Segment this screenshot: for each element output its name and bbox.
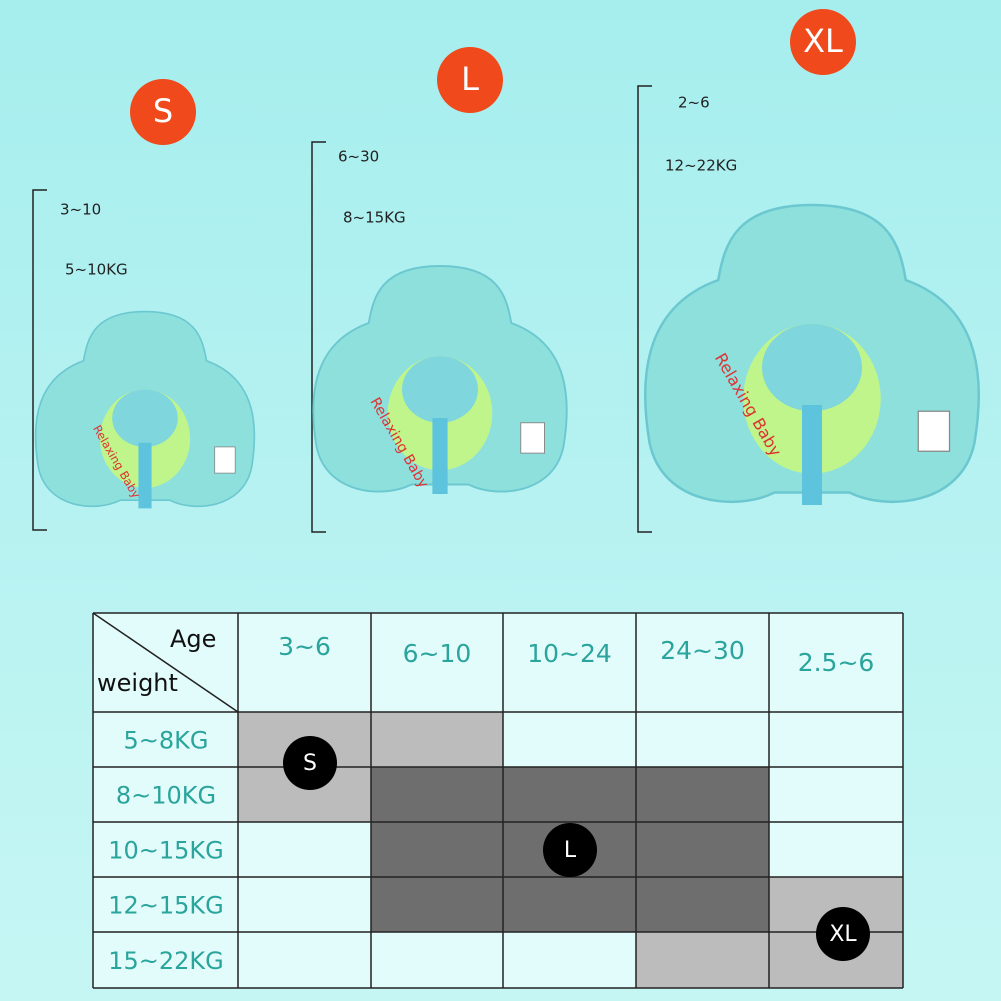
row-header: 12~15KG xyxy=(108,892,224,920)
float-image: Relaxing Baby xyxy=(312,265,568,495)
cell-shade xyxy=(503,877,636,932)
float-image: Relaxing Baby xyxy=(643,203,981,507)
age-range: 2~6 xyxy=(678,94,710,112)
cell-shade xyxy=(636,822,769,877)
column-header: 10~24 xyxy=(527,639,612,668)
cell-shade xyxy=(636,767,769,822)
weight-range: 12~22KG xyxy=(665,157,737,175)
size-label: L xyxy=(461,60,479,98)
cell-shade xyxy=(371,822,503,877)
size-badge xyxy=(790,9,856,75)
size-marker-label: L xyxy=(564,838,577,863)
cell-shade xyxy=(371,877,503,932)
size-marker-label: S xyxy=(303,751,317,776)
bracket xyxy=(32,189,47,531)
cell-shade xyxy=(371,712,503,767)
column-header: 24~30 xyxy=(660,636,745,665)
row-header: 8~10KG xyxy=(116,782,216,810)
size-marker xyxy=(283,736,337,790)
row-header: 5~8KG xyxy=(124,727,209,755)
corner-diagonal xyxy=(92,612,239,713)
column-header: 6~10 xyxy=(403,639,472,668)
size-table: Age weight 3~6 6~10 10~24 24~30 2.5~6 5~8KG 8~10… xyxy=(92,612,904,989)
column-header: 2.5~6 xyxy=(798,648,875,677)
column-header: 3~6 xyxy=(278,632,331,661)
bracket xyxy=(311,141,326,533)
size-label: XL xyxy=(803,22,843,60)
age-range: 6~30 xyxy=(338,148,379,166)
size-marker xyxy=(816,907,870,961)
size-label: S xyxy=(153,92,173,130)
float-image: Relaxing Baby xyxy=(34,310,256,510)
row-header: 10~15KG xyxy=(108,837,224,865)
cell-shade xyxy=(371,767,503,822)
size-marker-label: XL xyxy=(829,922,857,947)
weight-range: 8~15KG xyxy=(343,209,406,227)
size-badge xyxy=(130,79,196,145)
bracket xyxy=(637,85,652,533)
size-badge xyxy=(437,47,503,113)
cell-shade xyxy=(503,767,636,822)
cell-shade xyxy=(636,932,769,988)
corner-label: weight xyxy=(97,669,178,697)
weight-range: 5~10KG xyxy=(65,261,128,279)
corner-label: Age xyxy=(170,625,216,653)
age-range: 3~10 xyxy=(60,201,101,219)
row-header: 15~22KG xyxy=(108,947,224,975)
cell-shade xyxy=(636,877,769,932)
size-marker xyxy=(543,823,597,877)
